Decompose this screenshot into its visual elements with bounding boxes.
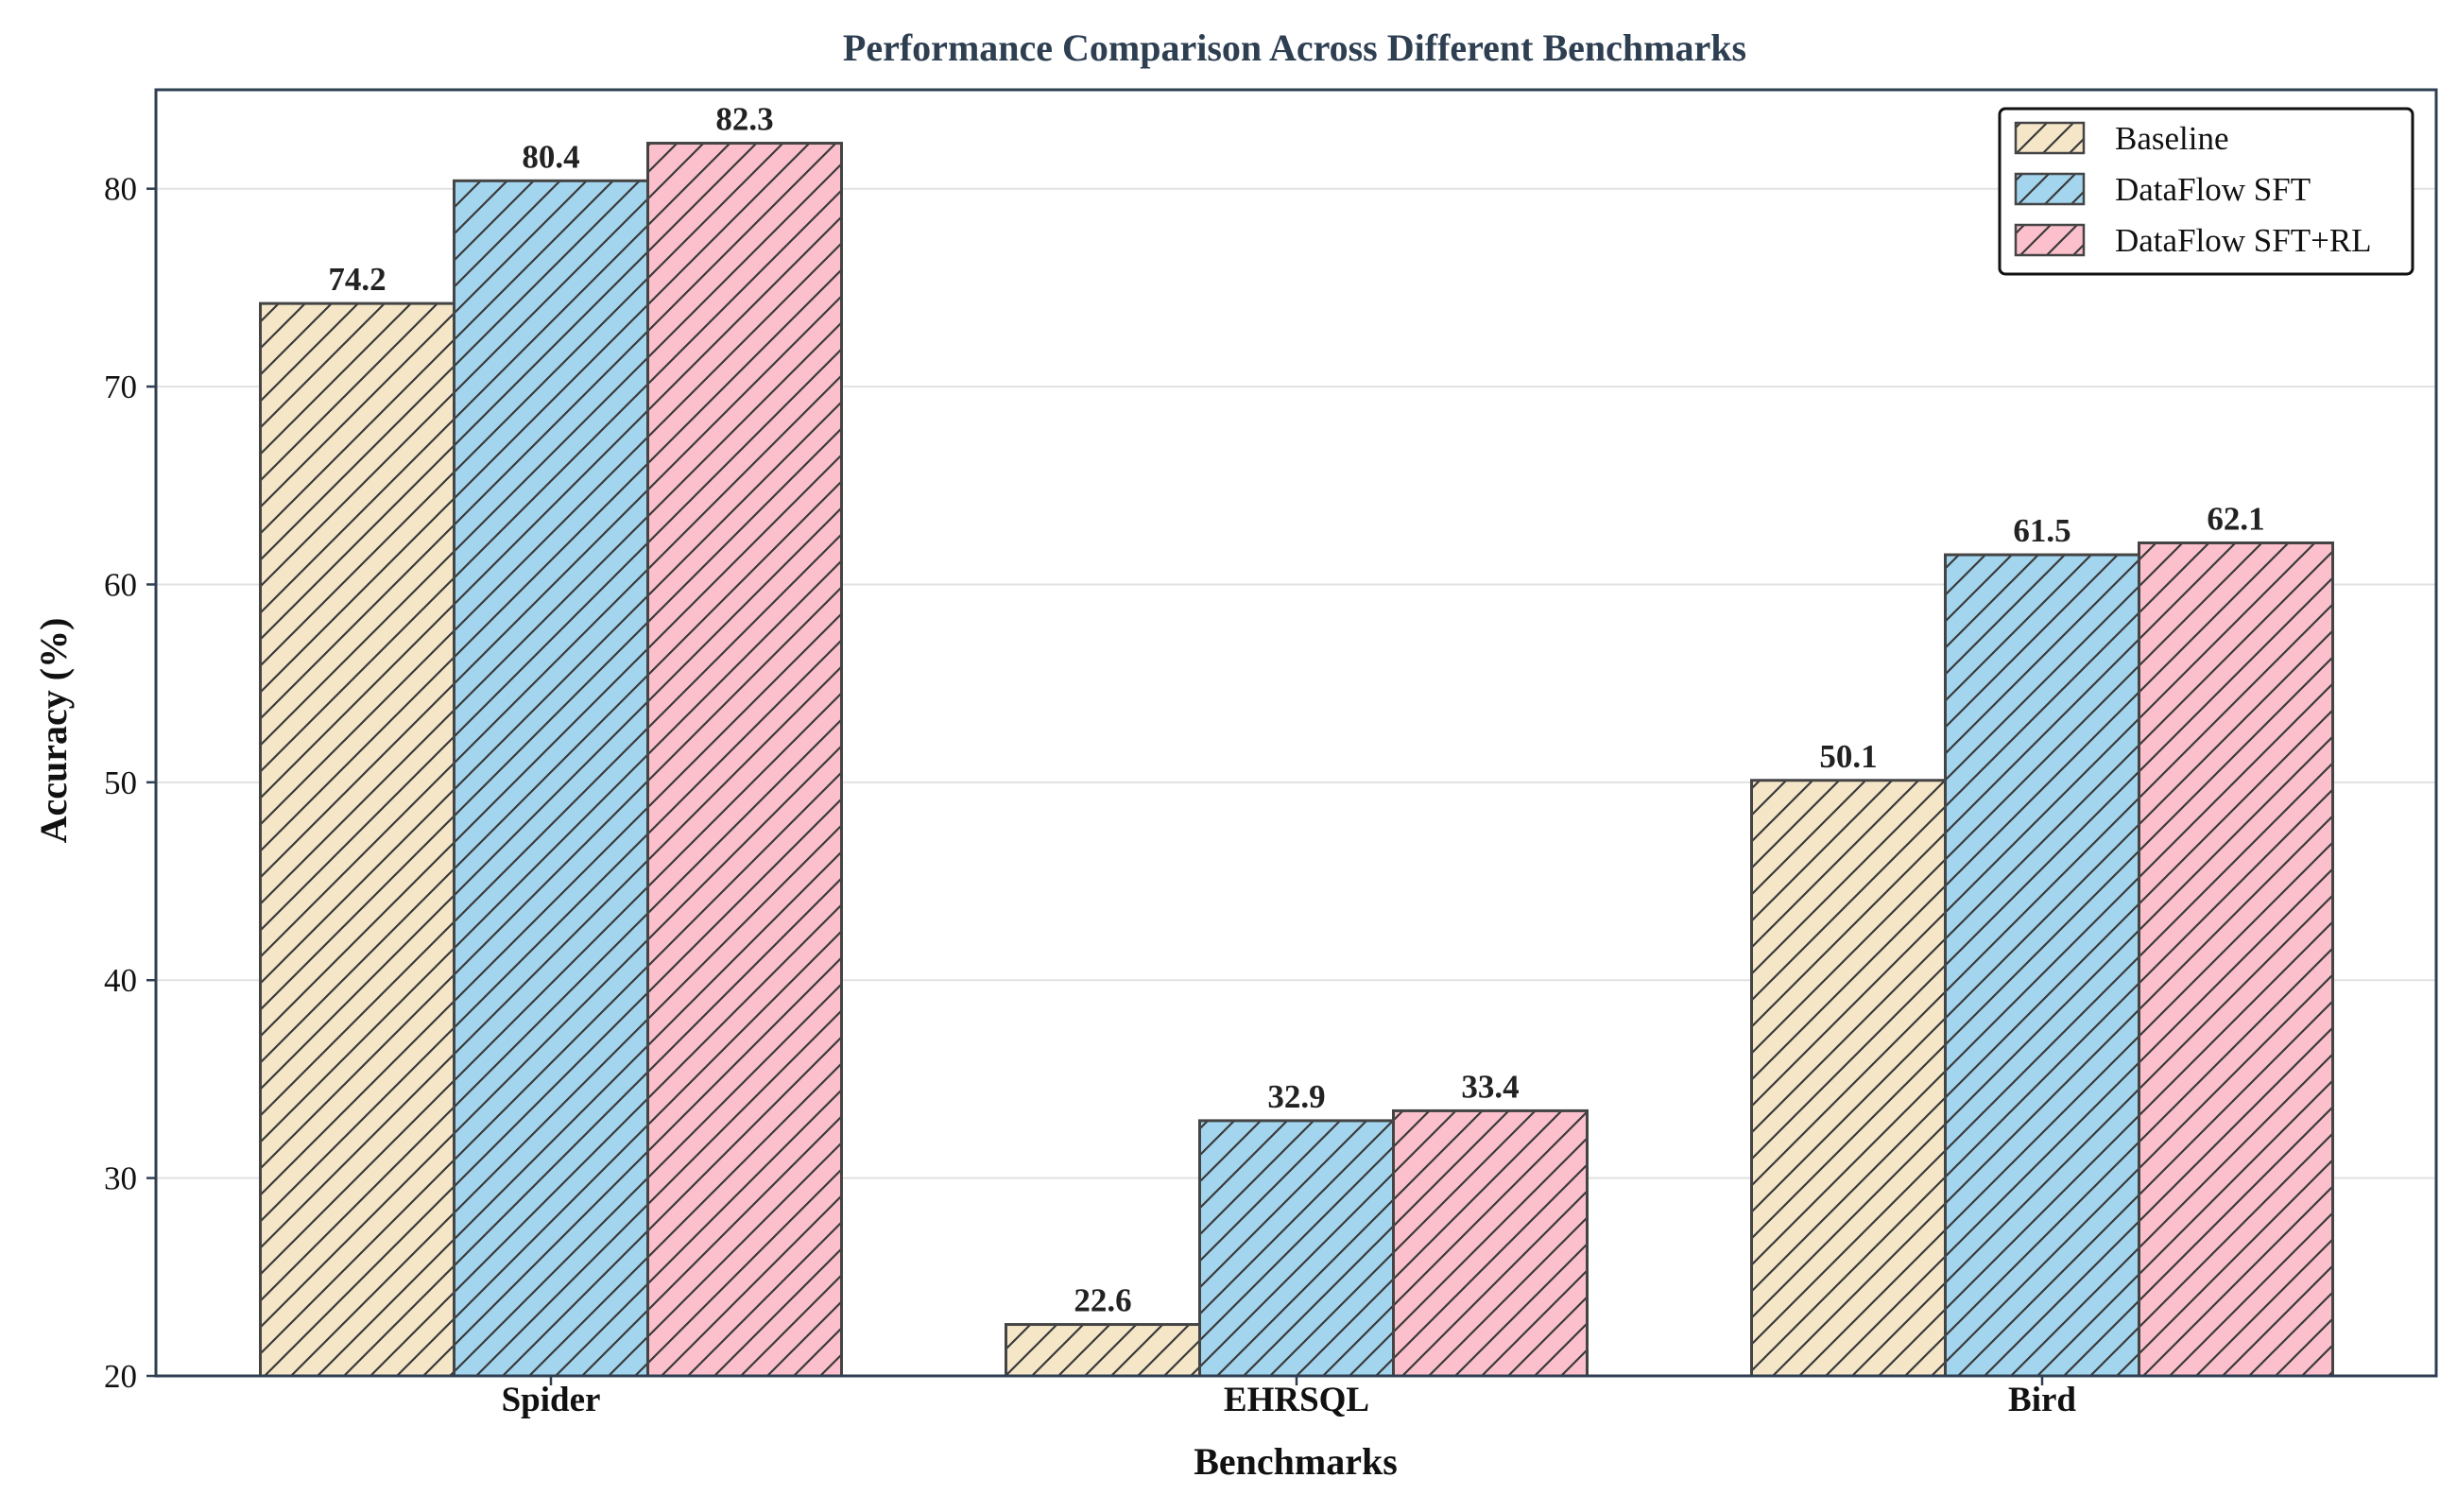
bar-value-label: 32.9 (1267, 1078, 1325, 1115)
legend: Baseline DataFlow SFT DataFlow SFT+RL (1998, 107, 2414, 276)
x-tick-label: EHRSQL (1224, 1381, 1369, 1419)
bar (1198, 1119, 1395, 1378)
y-tick-label: 70 (104, 369, 137, 405)
y-axis-ticks: 20 30 40 50 60 70 80 (104, 171, 156, 1395)
bar-value-label: 50.1 (1819, 738, 1877, 775)
legend-label: DataFlow SFT+RL (2115, 222, 2372, 259)
bar (1005, 1323, 1201, 1378)
bar (646, 142, 843, 1378)
value-labels: 74.2 80.4 82.3 22.6 32.9 33.4 50.1 61.5 62.1 (328, 101, 2264, 1319)
bar-value-label: 61.5 (2013, 512, 2070, 549)
y-tick-label: 20 (104, 1358, 137, 1395)
bar-value-label: 82.3 (715, 101, 773, 138)
bar-value-label: 80.4 (522, 138, 579, 175)
bars (259, 142, 2334, 1378)
bar-value-label: 33.4 (1461, 1068, 1519, 1105)
legend-label: Baseline (2115, 120, 2229, 157)
y-tick-label: 50 (104, 765, 137, 801)
x-axis-ticks: Spider EHRSQL Bird (502, 1376, 2076, 1419)
y-tick-label: 30 (104, 1160, 137, 1197)
x-tick-label: Bird (2008, 1381, 2076, 1419)
bar-value-label: 62.1 (2207, 500, 2264, 537)
chart-title: Performance Comparison Across Different … (843, 26, 1746, 69)
bar (2138, 541, 2334, 1378)
legend-swatch (2014, 121, 2086, 155)
bar-value-label: 22.6 (1074, 1282, 1131, 1319)
y-tick-label: 80 (104, 171, 137, 208)
bar (1392, 1108, 1589, 1378)
legend-swatch (2014, 223, 2086, 257)
bar-value-label: 74.2 (328, 261, 386, 298)
y-axis-label: Accuracy (%) (32, 618, 75, 844)
x-axis-label: Benchmarks (1194, 1440, 1398, 1483)
bar (453, 179, 649, 1378)
bar (1750, 779, 1947, 1378)
legend-box (1998, 107, 2414, 276)
y-tick-label: 60 (104, 566, 137, 603)
legend-label: DataFlow SFT (2115, 171, 2311, 208)
bar (1944, 553, 2140, 1378)
legend-swatch (2014, 172, 2086, 206)
bar (259, 301, 455, 1378)
y-tick-label: 40 (104, 962, 137, 999)
x-tick-label: Spider (502, 1381, 601, 1419)
